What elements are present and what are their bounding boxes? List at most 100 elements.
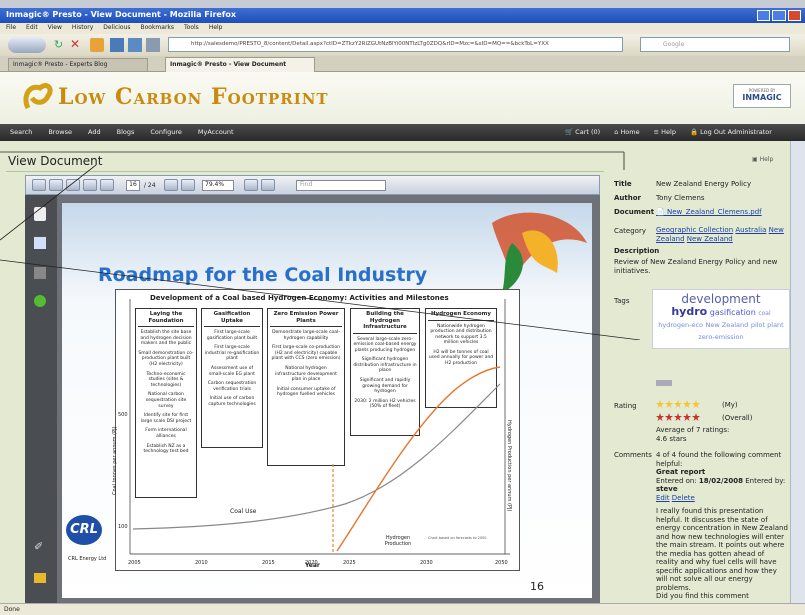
year-label: 2005	[128, 560, 141, 566]
help-button[interactable]: ▣ Help	[752, 156, 773, 163]
tag[interactable]: hydrogen-eco	[658, 321, 703, 329]
desktop	[0, 0, 805, 8]
document-link[interactable]: 📄 New_Zealand_Clemens.pdf	[656, 208, 762, 216]
y-tick-label: 100	[118, 524, 128, 530]
tab-title: Inmagic® Presto - View Document	[170, 61, 286, 68]
helpful-question: Did you find this comment	[656, 592, 788, 601]
hydrogen-label: Hydrogen Production	[380, 535, 416, 547]
y-tick-label: 500	[118, 412, 128, 418]
my-rating: (My)	[722, 401, 738, 409]
address-bar[interactable]: http://salesdemo/PRESTO_8/content/Detail…	[168, 37, 623, 52]
delete-link[interactable]: Delete	[672, 494, 695, 502]
tab-active[interactable]: Inmagic® Presto - View Document	[165, 57, 315, 72]
meta-label: Entered on:	[656, 477, 697, 485]
nav-toolbar: ↻ ✕ http://salesdemo/PRESTO_8/content/De…	[0, 34, 805, 56]
tag[interactable]: coal	[758, 310, 770, 317]
helpful-count: 4 of 4 found the following comment helpf…	[656, 451, 788, 468]
tab-title: Inmagic® Presto - Experts Blog	[13, 61, 107, 68]
field-label: Tags	[614, 297, 630, 305]
status-text: Done	[4, 606, 20, 613]
url: http://salesdemo/PRESTO_8/content/Detail…	[191, 41, 549, 47]
nav-link[interactable]: Configure	[150, 128, 182, 136]
nav-link[interactable]: Blogs	[117, 128, 135, 136]
edit-link[interactable]: Edit	[656, 494, 670, 502]
reload[interactable]: ↻	[54, 38, 63, 51]
tag[interactable]: hydro	[671, 305, 707, 318]
callout-lines	[0, 140, 640, 340]
menu-item[interactable]: Delicious	[103, 24, 130, 33]
tag-cloud: development hydro gasification coal hydr…	[652, 289, 790, 349]
year-label: 2050	[495, 560, 508, 566]
tag[interactable]: development	[681, 292, 760, 306]
scrollbar[interactable]	[790, 141, 805, 603]
tag[interactable]: New Zealand	[706, 321, 749, 329]
brand: INMAGIC	[734, 93, 790, 102]
nav-link[interactable]: MyAccount	[198, 128, 234, 136]
year-label: 2025	[343, 560, 356, 566]
back-forward[interactable]	[8, 37, 46, 53]
comment-date: 18/02/2008	[699, 477, 743, 485]
category-list: Geographic Collection Australia New Zeal…	[656, 226, 790, 244]
comment-icon[interactable]	[34, 573, 46, 583]
cart: Cart (0)	[575, 128, 600, 136]
category-link[interactable]: New Zealand	[687, 235, 733, 243]
minimize-button[interactable]	[757, 10, 770, 21]
menu-item[interactable]: View	[48, 24, 62, 33]
document-name: New_Zealand_Clemens.pdf	[667, 208, 762, 216]
maximize-button[interactable]	[772, 10, 785, 21]
search-box[interactable]: Google	[640, 37, 790, 52]
nav-link[interactable]: ≡ Help	[654, 128, 676, 136]
field-label: Description	[614, 247, 659, 255]
comment-body: I really found this presentation helpful…	[656, 507, 788, 592]
comment-user: steve	[656, 485, 678, 493]
nav-link[interactable]: Browse	[48, 128, 72, 136]
menu-item[interactable]: Tools	[184, 24, 199, 33]
menu-item[interactable]: Bookmarks	[141, 24, 175, 33]
comment: 4 of 4 found the following comment helpf…	[656, 451, 788, 601]
toolbar-icon[interactable]	[128, 38, 142, 52]
right-axis-title: Hydrogen Production per annum (PJ)	[506, 420, 512, 511]
year-label: 2030	[420, 560, 433, 566]
slide-page-number: 16	[530, 580, 544, 593]
comment-meta: Entered on: 18/02/2008 Entered by: steve	[656, 477, 788, 494]
menu-item[interactable]: File	[6, 24, 16, 33]
menu-item[interactable]: Help	[209, 24, 223, 33]
site-header: Low Carbon Footprint POWERED BYINMAGIC	[0, 72, 805, 124]
window-title: Inmagic® Presto - View Document - Mozill…	[6, 10, 236, 19]
crl-logo: CRL	[66, 515, 102, 545]
toolbar-icon[interactable]	[110, 38, 124, 52]
help-text: Help	[760, 156, 774, 163]
tag-controls[interactable]	[656, 380, 672, 386]
tag[interactable]: pilot plant	[751, 321, 784, 329]
menu-item[interactable]: History	[72, 24, 93, 33]
nav-link[interactable]: Search	[10, 128, 32, 136]
clip-icon[interactable]: ✐	[34, 540, 46, 552]
nav-link[interactable]: 🔒 Log Out Administrator	[690, 128, 772, 136]
nav-link[interactable]: ⌂ Home	[614, 128, 639, 136]
field-label: Title	[614, 180, 632, 188]
tag[interactable]: zero-emission	[698, 333, 743, 341]
site-logo[interactable]: Low Carbon Footprint	[58, 84, 329, 110]
field-label: Author	[614, 194, 641, 202]
tab[interactable]: Inmagic® Presto - Experts Blog	[8, 58, 148, 72]
category-link[interactable]: Geographic Collection	[656, 226, 733, 234]
menu-item[interactable]: Edit	[26, 24, 38, 33]
nav-link[interactable]: Add	[88, 128, 101, 136]
help-link: Help	[661, 128, 676, 136]
nav-link[interactable]: 🛒 Cart (0)	[565, 128, 600, 136]
source-note: Chart based on forecasts to 2050	[428, 536, 487, 540]
home[interactable]	[90, 38, 104, 52]
close-button[interactable]	[788, 10, 801, 21]
coal-label: Coal Use	[230, 508, 256, 515]
tag[interactable]: gasification	[710, 308, 756, 317]
field-label: Rating	[614, 402, 637, 410]
toolbar-icon[interactable]	[146, 38, 160, 52]
field-label: Category	[614, 227, 646, 235]
description: Review of New Zealand Energy Policy and …	[614, 258, 786, 276]
author: Tony Clemens	[656, 194, 705, 202]
year-label: 2015	[262, 560, 275, 566]
stop[interactable]: ✕	[70, 37, 80, 51]
category-link[interactable]: Australia	[735, 226, 766, 234]
powered-by: POWERED BYINMAGIC	[733, 84, 791, 108]
rating-stars[interactable]	[656, 400, 706, 424]
